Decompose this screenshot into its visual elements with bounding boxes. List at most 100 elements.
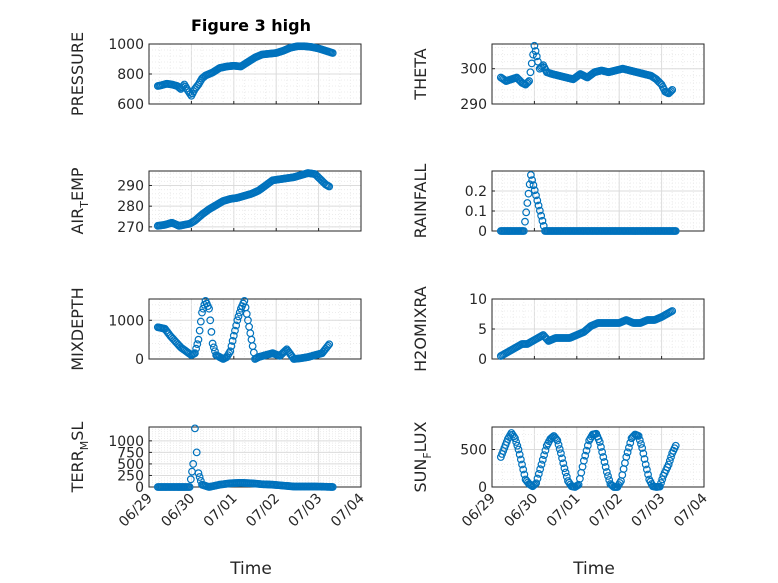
axes-box bbox=[491, 426, 705, 488]
data-point bbox=[561, 468, 570, 477]
data-point bbox=[325, 182, 334, 191]
data-point bbox=[186, 475, 195, 484]
y-tick-label: 500 bbox=[117, 457, 144, 473]
data-point bbox=[671, 441, 680, 450]
data-point bbox=[536, 465, 545, 474]
data-point bbox=[514, 445, 523, 454]
data-point bbox=[512, 73, 521, 82]
data-point bbox=[195, 473, 204, 481]
subplot-mixdepth: 0 1000 MIXDEPTH bbox=[68, 287, 362, 371]
data-point bbox=[635, 436, 644, 444]
data-point bbox=[512, 438, 521, 446]
data-point bbox=[206, 316, 215, 325]
data-point bbox=[226, 347, 235, 356]
data-point bbox=[665, 88, 674, 97]
data-point bbox=[192, 344, 201, 353]
data-point bbox=[195, 326, 204, 335]
data-point bbox=[228, 337, 237, 345]
y-tick-label: 280 bbox=[117, 199, 144, 215]
y-axis-label: MIXDEPTH bbox=[68, 287, 87, 370]
data-point bbox=[521, 217, 529, 226]
y-tick-label: 290 bbox=[117, 178, 144, 194]
data-point bbox=[582, 446, 591, 455]
data-point bbox=[231, 326, 239, 335]
data-point bbox=[519, 465, 528, 474]
data-point bbox=[667, 87, 675, 95]
data-point bbox=[557, 449, 565, 458]
data-point bbox=[625, 443, 633, 452]
data-point bbox=[232, 321, 241, 330]
data-point bbox=[538, 455, 547, 464]
data-point bbox=[528, 176, 537, 184]
data-point bbox=[583, 441, 592, 450]
data-point bbox=[655, 482, 664, 491]
data-point bbox=[189, 460, 198, 468]
data-point bbox=[560, 464, 569, 473]
data-point bbox=[193, 340, 202, 349]
data-point bbox=[558, 454, 566, 463]
data-point bbox=[209, 343, 218, 352]
data-point bbox=[640, 455, 649, 463]
data-point bbox=[523, 199, 532, 207]
data-point bbox=[526, 171, 535, 179]
y-tick-label: 250 bbox=[117, 468, 144, 484]
y-tick-label: 600 bbox=[117, 97, 144, 113]
data-point bbox=[538, 216, 547, 225]
y-axis-label: RAINFALL bbox=[411, 164, 430, 239]
subplot-h2omixra: 0 5 10 H2OMIXRA bbox=[411, 286, 705, 372]
y-tick-label: 270 bbox=[117, 220, 144, 236]
subplot-rainfall: 0 0.1 0.2 RAINFALL bbox=[411, 164, 705, 240]
data-point bbox=[208, 339, 217, 348]
y-axis-label: AIRTEMP bbox=[68, 167, 91, 234]
data-point bbox=[534, 57, 542, 66]
data-point bbox=[595, 438, 604, 446]
data-point bbox=[622, 453, 631, 461]
data-point bbox=[328, 483, 337, 491]
data-point bbox=[534, 201, 543, 210]
data-point bbox=[653, 76, 662, 85]
y-axis-label: THETA bbox=[411, 48, 430, 100]
data-point bbox=[541, 446, 550, 455]
data-point bbox=[540, 451, 549, 460]
data-point bbox=[530, 41, 539, 50]
y-tick-label: 0 bbox=[135, 352, 144, 368]
data-point bbox=[185, 483, 194, 491]
data-point bbox=[641, 460, 650, 469]
data-point bbox=[597, 443, 605, 451]
data-point bbox=[530, 186, 539, 195]
data-point bbox=[533, 196, 542, 205]
data-point bbox=[533, 474, 542, 483]
data-point bbox=[559, 459, 568, 468]
data-point bbox=[579, 456, 588, 465]
figure-title: Figure 3 high bbox=[191, 16, 311, 35]
y-tick-label: 300 bbox=[460, 62, 487, 78]
data-point bbox=[581, 451, 590, 460]
data-point bbox=[623, 448, 632, 457]
data-point bbox=[525, 180, 534, 189]
data-point bbox=[194, 469, 203, 478]
data-point bbox=[671, 227, 680, 235]
data-point bbox=[513, 441, 522, 450]
data-point bbox=[525, 77, 533, 85]
data-point bbox=[511, 434, 519, 443]
y-axis-label: TERRMSL bbox=[68, 422, 91, 494]
data-point bbox=[634, 432, 643, 440]
data-point bbox=[665, 456, 674, 465]
data-point bbox=[328, 49, 337, 57]
data-point bbox=[207, 328, 216, 336]
data-point bbox=[532, 191, 540, 200]
axes-box bbox=[148, 298, 362, 360]
data-point bbox=[642, 465, 651, 474]
data-point bbox=[211, 347, 219, 356]
y-tick-label: 0.1 bbox=[465, 204, 487, 220]
y-tick-label: 1000 bbox=[108, 434, 144, 450]
data-point bbox=[664, 460, 673, 469]
subplot-pressure: 600 800 1000 PRESSURE bbox=[68, 32, 362, 116]
data-point bbox=[537, 460, 546, 469]
data-point bbox=[198, 308, 206, 317]
x-axis-label-left: Time bbox=[229, 559, 272, 579]
subplot-theta: 290 300 THETA bbox=[411, 41, 705, 113]
y-tick-label: 0 bbox=[478, 352, 487, 368]
data-point bbox=[229, 331, 238, 340]
